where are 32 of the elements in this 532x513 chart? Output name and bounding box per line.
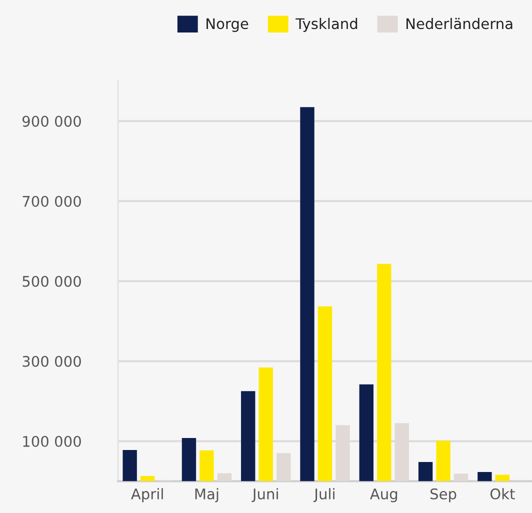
x-tick-label: Aug: [370, 488, 398, 502]
bar: [217, 473, 232, 482]
bar: [377, 264, 392, 482]
bar: [454, 474, 468, 482]
x-tick-label: Maj: [195, 488, 218, 502]
legend-label: Tyskland: [296, 18, 358, 32]
bar: [418, 462, 433, 482]
y-tick-label: 500 000: [22, 276, 81, 287]
x-tick-label: Juni: [252, 488, 278, 502]
y-tick-label: 900 000: [22, 116, 81, 127]
bar: [300, 107, 314, 482]
bar: [241, 391, 256, 482]
y-tick-label: 700 000: [22, 196, 81, 207]
legend-label: Nederländerna: [406, 18, 512, 30]
bar: [436, 440, 450, 482]
bar: [318, 306, 332, 482]
bar: [478, 472, 492, 482]
bar: [200, 450, 214, 482]
x-tick-label: Juli: [313, 488, 334, 502]
bar: [140, 476, 155, 482]
bar: [182, 438, 196, 482]
x-tick-label: Okt: [490, 488, 515, 500]
bar: [276, 453, 291, 482]
bar: [359, 384, 374, 482]
x-tick-label: Sep: [430, 488, 456, 502]
bar: [258, 368, 273, 482]
y-tick-label: 100 000: [23, 436, 81, 447]
bar: [495, 474, 510, 482]
legend-label: Norge: [206, 18, 248, 32]
y-tick-label: 300 000: [22, 356, 81, 367]
x-tick-label: April: [131, 488, 163, 502]
bar: [122, 450, 137, 482]
